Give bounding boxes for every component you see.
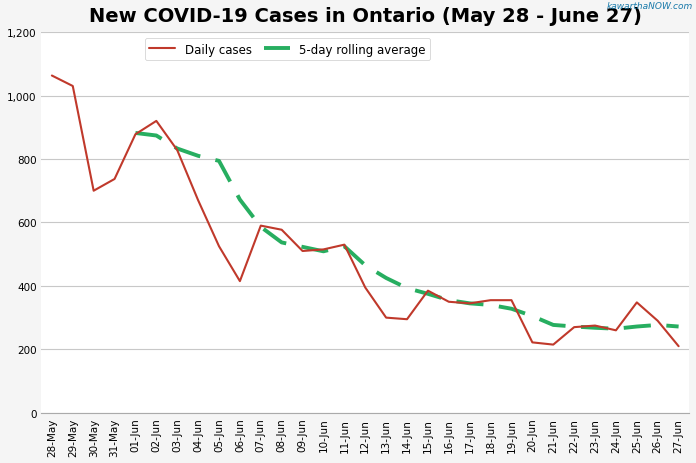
5-day rolling average: [382, 275, 390, 281]
Daily cases: [361, 285, 370, 291]
Daily cases: [278, 227, 286, 233]
5-day rolling average: [549, 322, 557, 328]
Title: New COVID-19 Cases in Ontario (May 28 - June 27): New COVID-19 Cases in Ontario (May 28 - …: [89, 7, 642, 26]
Daily cases: [48, 74, 56, 79]
5-day rolling average: [236, 197, 244, 203]
Daily cases: [111, 177, 119, 182]
5-day rolling average: [528, 313, 537, 319]
5-day rolling average: [507, 307, 516, 312]
Daily cases: [424, 288, 432, 294]
Daily cases: [173, 148, 182, 154]
Daily cases: [674, 344, 683, 349]
Daily cases: [194, 198, 203, 204]
Daily cases: [90, 188, 98, 194]
5-day rolling average: [633, 324, 641, 330]
Daily cases: [340, 242, 349, 248]
5-day rolling average: [132, 131, 140, 137]
5-day rolling average: [257, 225, 265, 230]
Daily cases: [612, 328, 620, 333]
Daily cases: [152, 119, 161, 125]
5-day rolling average: [215, 159, 223, 164]
5-day rolling average: [654, 322, 662, 328]
5-day rolling average: [278, 240, 286, 246]
5-day rolling average: [466, 301, 474, 307]
Daily cases: [69, 84, 77, 89]
5-day rolling average: [319, 249, 328, 255]
5-day rolling average: [361, 263, 370, 269]
Daily cases: [466, 301, 474, 307]
Daily cases: [528, 340, 537, 345]
Daily cases: [487, 298, 495, 303]
Daily cases: [507, 298, 516, 303]
Daily cases: [549, 342, 557, 348]
Daily cases: [236, 279, 244, 284]
Daily cases: [299, 249, 307, 254]
Daily cases: [257, 223, 265, 229]
Daily cases: [591, 323, 599, 329]
Daily cases: [654, 319, 662, 324]
5-day rolling average: [570, 324, 578, 330]
Line: Daily cases: Daily cases: [52, 76, 679, 346]
5-day rolling average: [424, 291, 432, 297]
5-day rolling average: [299, 244, 307, 250]
5-day rolling average: [591, 325, 599, 331]
5-day rolling average: [612, 326, 620, 332]
Text: kawarthaNOW.com: kawarthaNOW.com: [606, 2, 693, 11]
5-day rolling average: [445, 298, 453, 303]
Daily cases: [215, 244, 223, 250]
Daily cases: [319, 247, 328, 253]
Line: 5-day rolling average: 5-day rolling average: [136, 134, 679, 329]
Legend: Daily cases, 5-day rolling average: Daily cases, 5-day rolling average: [145, 39, 430, 61]
Daily cases: [382, 315, 390, 321]
Daily cases: [403, 317, 411, 322]
5-day rolling average: [340, 244, 349, 250]
Daily cases: [633, 300, 641, 306]
Daily cases: [570, 325, 578, 330]
5-day rolling average: [152, 133, 161, 139]
5-day rolling average: [487, 302, 495, 308]
5-day rolling average: [194, 154, 203, 159]
5-day rolling average: [173, 146, 182, 152]
Daily cases: [132, 132, 140, 138]
Daily cases: [445, 300, 453, 305]
5-day rolling average: [674, 324, 683, 330]
5-day rolling average: [403, 286, 411, 291]
